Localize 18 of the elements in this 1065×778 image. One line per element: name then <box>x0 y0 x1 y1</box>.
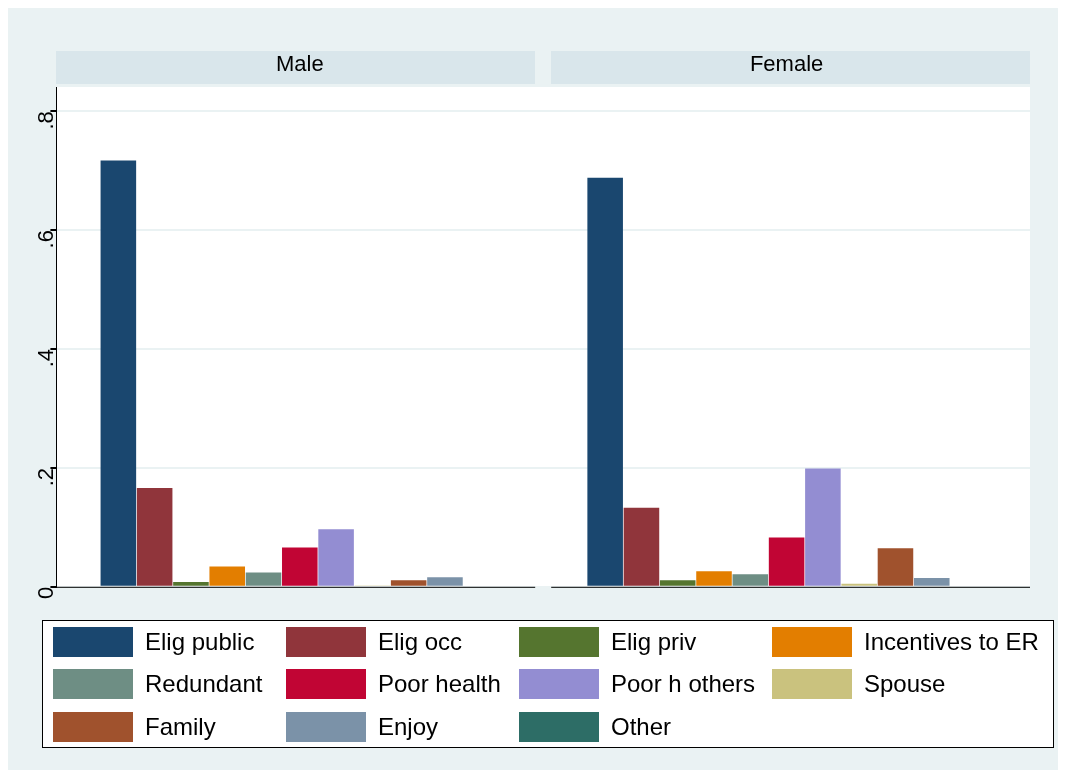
y-tick-label: .6 <box>33 230 59 249</box>
legend-label: Poor health <box>378 670 501 699</box>
y-tick-label: .8 <box>33 111 59 130</box>
legend-label: Elig public <box>145 628 255 656</box>
legend-label: Enjoy <box>378 712 439 741</box>
legend-label: Elig priv <box>611 628 697 656</box>
legend-label: Incentives to ER <box>864 628 1039 656</box>
legend-label: Spouse <box>864 670 946 699</box>
y-tick-label: .4 <box>33 348 59 368</box>
x-tick-label: Female <box>749 51 824 77</box>
legend-label: Other <box>611 712 672 741</box>
y-tick-label: .2 <box>33 467 59 487</box>
legend-label: Elig occ <box>378 628 463 656</box>
legend-label: Redundant <box>145 670 263 699</box>
y-tick-label: 0 <box>33 586 59 600</box>
legend-label: Family <box>145 712 216 741</box>
legend-label: Poor h others <box>611 670 756 699</box>
x-tick-label: Male <box>275 51 324 77</box>
